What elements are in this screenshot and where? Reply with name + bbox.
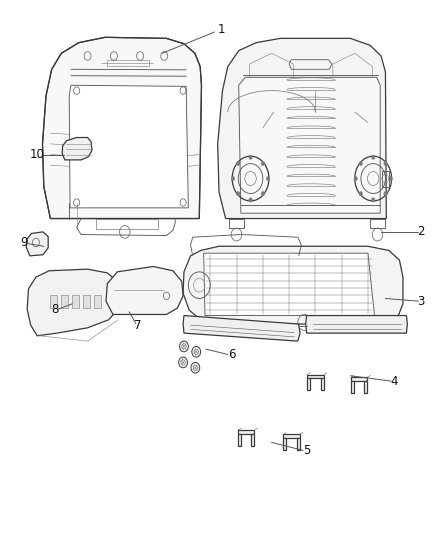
Circle shape: [237, 161, 240, 166]
Polygon shape: [94, 295, 101, 308]
Circle shape: [266, 176, 270, 181]
Polygon shape: [61, 295, 68, 308]
Polygon shape: [307, 375, 324, 378]
Polygon shape: [62, 138, 92, 160]
Text: 3: 3: [417, 295, 424, 308]
Circle shape: [389, 176, 392, 181]
Circle shape: [371, 198, 375, 202]
Circle shape: [261, 161, 265, 166]
Text: 2: 2: [417, 225, 424, 238]
Text: 1: 1: [217, 23, 225, 36]
Circle shape: [261, 191, 265, 196]
Circle shape: [359, 161, 363, 166]
Circle shape: [231, 176, 235, 181]
Circle shape: [359, 191, 363, 196]
Circle shape: [384, 161, 387, 166]
Polygon shape: [27, 269, 122, 336]
Polygon shape: [106, 266, 183, 314]
Polygon shape: [283, 434, 300, 438]
Polygon shape: [239, 77, 380, 213]
Text: 4: 4: [390, 375, 398, 387]
Polygon shape: [26, 232, 48, 256]
Polygon shape: [204, 253, 374, 316]
Polygon shape: [218, 38, 386, 219]
Circle shape: [249, 155, 252, 159]
Polygon shape: [50, 295, 57, 308]
Text: 9: 9: [20, 236, 28, 249]
Text: 7: 7: [134, 319, 142, 332]
Text: 6: 6: [228, 348, 236, 361]
Polygon shape: [364, 381, 367, 393]
Polygon shape: [297, 438, 300, 450]
Text: 10: 10: [30, 148, 45, 161]
Polygon shape: [251, 434, 254, 446]
Text: 5: 5: [303, 444, 310, 457]
Polygon shape: [351, 377, 367, 381]
Polygon shape: [42, 37, 201, 219]
Polygon shape: [183, 316, 300, 341]
Polygon shape: [83, 295, 90, 308]
Circle shape: [249, 198, 252, 202]
Polygon shape: [183, 246, 403, 324]
Polygon shape: [351, 381, 354, 393]
Text: 8: 8: [51, 303, 58, 316]
Circle shape: [354, 176, 357, 181]
Polygon shape: [283, 438, 286, 450]
Polygon shape: [306, 316, 407, 333]
Circle shape: [384, 191, 387, 196]
Polygon shape: [238, 430, 254, 434]
Polygon shape: [238, 434, 241, 446]
Polygon shape: [69, 85, 188, 208]
Circle shape: [237, 191, 240, 196]
Polygon shape: [321, 378, 324, 390]
Circle shape: [371, 155, 375, 159]
Polygon shape: [307, 378, 310, 390]
Polygon shape: [72, 295, 79, 308]
